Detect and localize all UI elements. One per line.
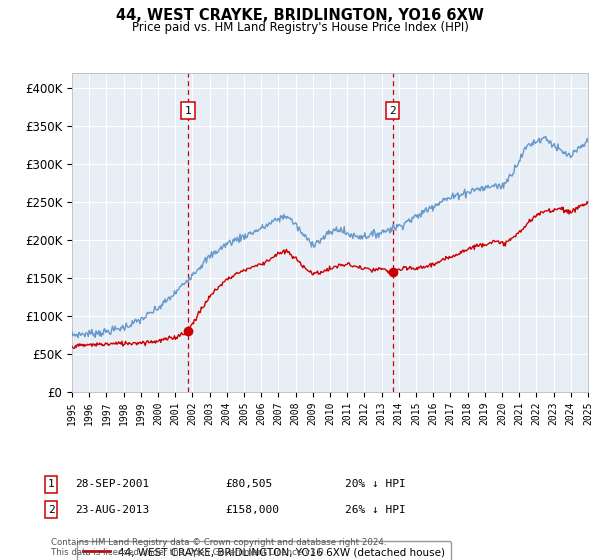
- Text: Contains HM Land Registry data © Crown copyright and database right 2024.
This d: Contains HM Land Registry data © Crown c…: [51, 538, 386, 557]
- Legend: 44, WEST CRAYKE, BRIDLINGTON, YO16 6XW (detached house), HPI: Average price, det: 44, WEST CRAYKE, BRIDLINGTON, YO16 6XW (…: [77, 541, 451, 560]
- Text: 20% ↓ HPI: 20% ↓ HPI: [345, 479, 406, 489]
- Text: £80,505: £80,505: [225, 479, 272, 489]
- Text: 44, WEST CRAYKE, BRIDLINGTON, YO16 6XW: 44, WEST CRAYKE, BRIDLINGTON, YO16 6XW: [116, 8, 484, 24]
- Text: 1: 1: [47, 479, 55, 489]
- Text: 23-AUG-2013: 23-AUG-2013: [75, 505, 149, 515]
- Text: 26% ↓ HPI: 26% ↓ HPI: [345, 505, 406, 515]
- Text: 28-SEP-2001: 28-SEP-2001: [75, 479, 149, 489]
- Text: Price paid vs. HM Land Registry's House Price Index (HPI): Price paid vs. HM Land Registry's House …: [131, 21, 469, 34]
- Text: 2: 2: [47, 505, 55, 515]
- Text: 2: 2: [389, 106, 396, 116]
- Text: £158,000: £158,000: [225, 505, 279, 515]
- Text: 1: 1: [185, 106, 191, 116]
